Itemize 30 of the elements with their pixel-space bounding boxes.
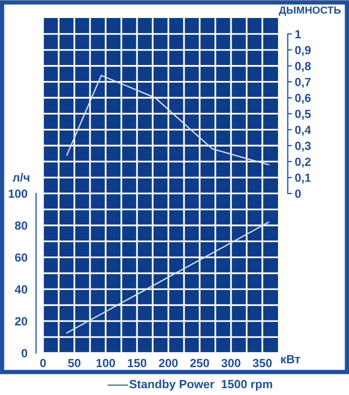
y-tick-label: 20 — [15, 317, 28, 326]
y2-tick-label: 0,3 — [295, 142, 311, 152]
y-tick-label: 0 — [22, 349, 28, 358]
y2-tick-label: 0,9 — [295, 46, 311, 56]
text: Standby Power 1500 rpm — [129, 380, 272, 391]
y2-axis-title: ДЫМНОСТЬ — [278, 6, 341, 16]
y-tick-label: 100 — [8, 190, 28, 198]
x-tick-label: 200 — [158, 358, 178, 368]
y2-tick-label: 0,8 — [295, 62, 311, 72]
y2-tick-label: 0,6 — [295, 94, 311, 104]
x-tick-label: 250 — [190, 358, 210, 368]
y2-tick-label: 0,1 — [295, 174, 311, 184]
x-tick-label: 100 — [96, 358, 116, 368]
y2-tick-label: 0,2 — [295, 158, 311, 168]
x-tick-label: 150 — [128, 358, 146, 368]
x-axis-title: кВт — [281, 355, 300, 364]
y-axis-title: л/ч — [12, 172, 30, 182]
y-tick-label: 60 — [15, 253, 28, 262]
y2-tick-label: 0,5 — [295, 110, 311, 120]
y-tick-label: 80 — [14, 221, 28, 230]
y-tick-label: 40 — [14, 285, 28, 294]
x-tick-label: 300 — [221, 358, 240, 368]
line-series — [66, 74, 270, 166]
y2-tick-label: 0,7 — [295, 78, 311, 88]
y2-tick-label: 1 — [295, 30, 301, 38]
y2-tick-label: 0 — [295, 190, 301, 198]
y2-tick-label: 0,4 — [295, 126, 312, 136]
x-tick-label: 0 — [40, 358, 46, 368]
x-tick-label: 50 — [68, 358, 80, 368]
x-tick-label: 350 — [252, 358, 272, 368]
